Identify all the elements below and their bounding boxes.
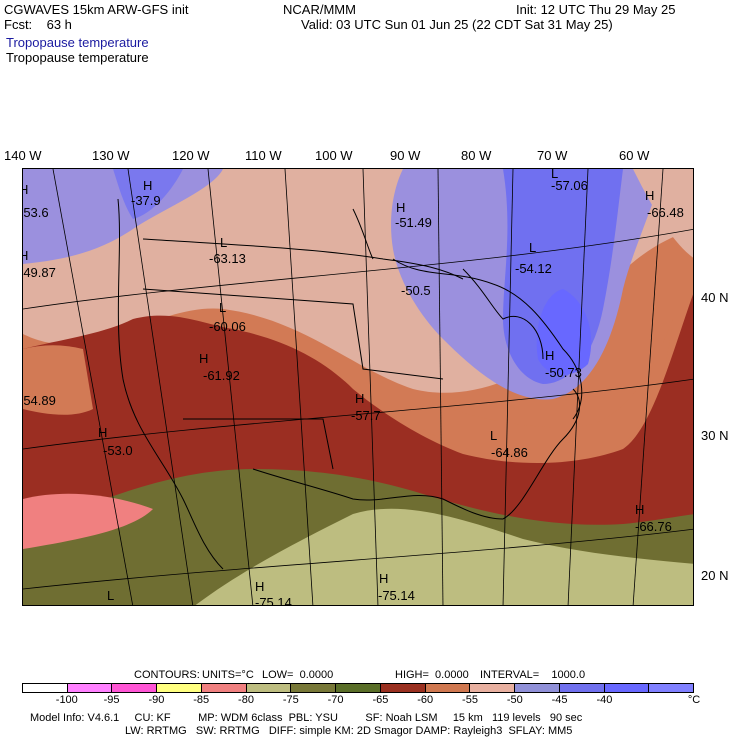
extremum-value: -63.13 xyxy=(209,251,246,266)
color-scale-tick-label: -65 xyxy=(372,694,389,706)
lon-label: 80 W xyxy=(461,148,492,163)
high-label: HIGH= 0.0000 xyxy=(395,669,469,681)
color-swatch xyxy=(470,684,516,692)
extremum-label: L xyxy=(551,168,559,181)
field-title-secondary: Tropopause temperature xyxy=(6,50,149,65)
color-scale-tick-label: -100 xyxy=(55,694,78,706)
map-canvas xyxy=(23,169,693,605)
lon-label: 130 W xyxy=(92,148,130,163)
color-swatch xyxy=(157,684,202,692)
color-swatch xyxy=(425,684,471,692)
extremum-label: H xyxy=(396,200,406,215)
lon-label: 120 W xyxy=(172,148,210,163)
model-title: CGWAVES 15km ARW-GFS init xyxy=(4,2,189,17)
extremum-value: -50.5 xyxy=(401,283,431,298)
lon-label: 60 W xyxy=(619,148,650,163)
extremum-value: -75.14 xyxy=(255,595,292,606)
organization: NCAR/MMM xyxy=(283,2,356,17)
extremum-label: H xyxy=(645,188,655,203)
extremum-label: H xyxy=(255,579,265,594)
contours-label: CONTOURS: xyxy=(134,669,200,681)
extremum-value: -50.73 xyxy=(545,365,582,380)
lon-label: 90 W xyxy=(390,148,421,163)
color-scale-bar xyxy=(22,683,694,693)
color-scale-tick-label: -95 xyxy=(103,694,120,706)
color-scale-tick-label: -80 xyxy=(238,694,254,706)
extremum-label: H xyxy=(23,183,28,197)
valid-time: Valid: 03 UTC Sun 01 Jun 25 (22 CDT Sat … xyxy=(301,17,613,32)
color-scale-tick-label: -90 xyxy=(148,694,165,706)
extremum-value: -60.06 xyxy=(209,319,246,334)
extremum-label: L xyxy=(529,240,537,255)
extremum-value: -64.86 xyxy=(491,445,528,460)
extremum-label: L xyxy=(219,300,227,315)
extremum-value: -57.7 xyxy=(351,408,381,423)
color-swatch xyxy=(291,684,337,692)
color-scale-tick-label: -60 xyxy=(417,694,434,706)
extremum-value: -61.92 xyxy=(203,368,240,383)
extremum-value: -37.9 xyxy=(131,193,161,208)
extremum-label: H xyxy=(98,425,108,440)
extremum-value: -53.0 xyxy=(103,443,133,458)
color-swatch xyxy=(336,684,381,692)
color-scale-tick-label: °C xyxy=(687,694,701,706)
color-scale-tick-label: -85 xyxy=(193,694,210,706)
lon-label: 100 W xyxy=(315,148,353,163)
extremum-label: H xyxy=(635,502,645,517)
low-label: LOW= 0.0000 xyxy=(262,669,334,681)
color-scale-tick-label: -55 xyxy=(462,694,478,706)
lat-label: 30 N xyxy=(701,428,729,443)
color-scale-tick-label: -75 xyxy=(282,694,299,706)
extremum-value: -54.89 xyxy=(22,393,56,408)
extremum-value: -66.76 xyxy=(635,519,672,534)
lon-label: 70 W xyxy=(537,148,568,163)
extremum-label: L xyxy=(107,588,115,603)
color-swatch xyxy=(246,684,292,692)
extremum-label: L xyxy=(220,235,228,250)
color-swatch xyxy=(67,684,113,692)
color-swatch xyxy=(559,684,605,692)
extremum-label: H xyxy=(355,391,365,406)
color-scale-tick-label: -70 xyxy=(327,694,344,706)
extremum-value: -66.48 xyxy=(647,205,684,220)
field-title-primary: Tropopause temperature xyxy=(6,35,149,50)
color-swatch xyxy=(112,684,158,692)
color-swatch xyxy=(201,684,247,692)
extremum-value: -54.12 xyxy=(515,261,552,276)
color-swatch xyxy=(23,684,68,692)
model-info-line-2: LW: RRTMG SW: RRTMG DIFF: simple KM: 2D … xyxy=(125,725,573,737)
extremum-label: L xyxy=(490,428,498,443)
tropopause-temperature-map: H -37.9 H -51.49 L -57.06 H -66.48 L -63… xyxy=(22,168,694,606)
extremum-value: -53.6 xyxy=(23,205,49,220)
extremum-value: -57.06 xyxy=(551,178,588,193)
color-swatch xyxy=(649,684,694,692)
color-scale-tick-label: -40 xyxy=(596,694,613,706)
color-swatch xyxy=(380,684,426,692)
extremum-label: H xyxy=(143,178,153,193)
lon-label: 140 W xyxy=(4,148,42,163)
extremum-label: H xyxy=(545,348,555,363)
color-swatch xyxy=(515,684,560,692)
extremum-label: H xyxy=(23,249,28,263)
extremum-value: -49.87 xyxy=(22,265,56,280)
extremum-value: -75.14 xyxy=(378,588,415,603)
extremum-label: H xyxy=(199,351,209,366)
init-time: Init: 12 UTC Thu 29 May 25 xyxy=(516,2,676,17)
interval-label: INTERVAL= 1000.0 xyxy=(480,669,586,681)
color-swatch xyxy=(604,684,650,692)
lat-label: 20 N xyxy=(701,568,729,583)
lat-label: 40 N xyxy=(701,290,729,305)
forecast-hour: Fcst: 63 h xyxy=(4,17,72,32)
color-scale-tick-label: -50 xyxy=(506,694,523,706)
lon-label: 110 W xyxy=(245,148,282,163)
units-label: UNITS=°C xyxy=(202,669,254,681)
color-scale-tick-label: -45 xyxy=(551,694,568,706)
model-info-line-1: Model Info: V4.6.1 CU: KF MP: WDM 6class… xyxy=(30,712,583,724)
extremum-label: H xyxy=(379,571,389,586)
extremum-value: -51.49 xyxy=(395,215,432,230)
